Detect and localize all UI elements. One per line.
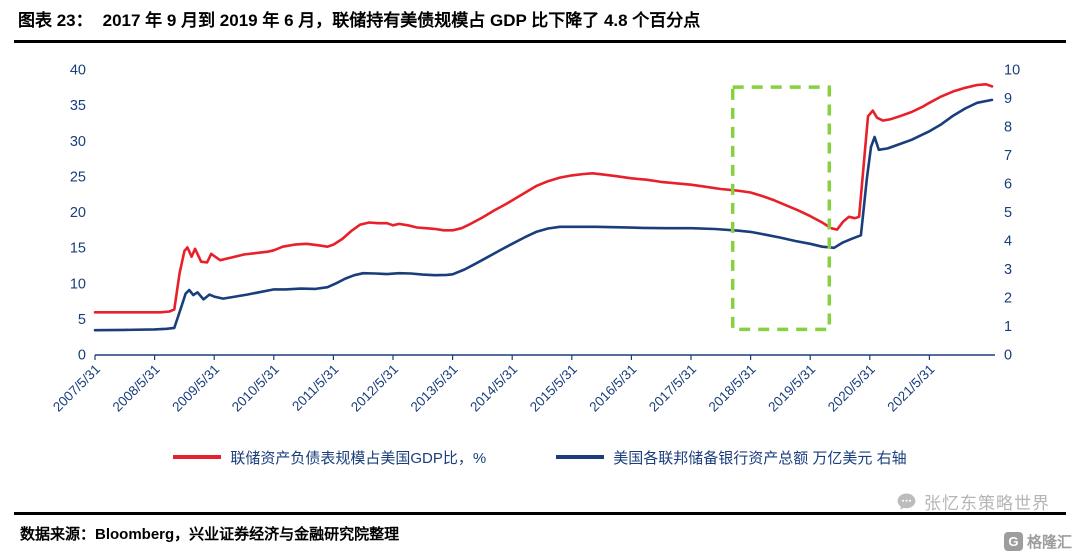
x-tick-label: 2015/5/31 (527, 362, 580, 415)
chart-legend: 联储资产负债表规模占美国GDP比，% 美国各联邦储备银行资产总额 万亿美元 右轴 (0, 443, 1080, 471)
x-tick-label: 2018/5/31 (706, 362, 759, 415)
y-right-tick-label: 9 (1004, 91, 1012, 107)
blue-line-swatch (556, 455, 605, 459)
x-tick-label: 2020/5/31 (825, 362, 878, 415)
y-right-tick-label: 4 (1004, 234, 1012, 250)
x-tick-label: 2013/5/31 (408, 362, 461, 415)
x-tick-label: 2017/5/31 (646, 362, 699, 415)
x-tick-label: 2021/5/31 (884, 362, 937, 415)
x-tick-label: 2011/5/31 (289, 362, 341, 414)
footer: 数据来源：Bloomberg，兴业证券经济与金融研究院整理 (14, 512, 1066, 556)
watermark-text: 张忆东策略世界 (924, 494, 1050, 513)
chat-bubble-icon (897, 493, 916, 510)
x-tick-label: 2007/5/31 (50, 362, 103, 415)
y-right-tick-label: 6 (1004, 177, 1012, 193)
series-line-fed-gdp-ratio (93, 82, 994, 314)
y-left-tick-label: 30 (70, 134, 86, 150)
y-right-tick-label: 7 (1004, 148, 1012, 164)
y-left-tick-label: 10 (70, 276, 86, 292)
legend-item-red: 联储资产负债表规模占美国GDP比，% (173, 447, 486, 468)
y-right-tick-label: 0 (1004, 348, 1012, 364)
y-right-tick-label: 5 (1004, 205, 1012, 221)
x-tick-label: 2019/5/31 (765, 362, 818, 415)
highlight-box (730, 85, 832, 332)
gelonghui-logo-text: 格隆汇 (1026, 534, 1072, 551)
figure-title: 图表 23： 2017 年 9 月到 2019 年 6 月，联储持有美债规模占 G… (14, 0, 1066, 43)
x-tick-label: 2010/5/31 (229, 362, 282, 415)
x-tick-label: 2008/5/31 (110, 362, 163, 415)
y-left-tick-label: 20 (70, 205, 86, 221)
x-tick-label: 2012/5/31 (348, 362, 401, 415)
y-left-tick-label: 35 (70, 98, 86, 114)
y-right-tick-label: 10 (1004, 63, 1020, 79)
gelonghui-logo: G 格隆汇 (1003, 531, 1072, 552)
data-source-text: 数据来源：Bloomberg，兴业证券经济与金融研究院整理 (20, 526, 400, 543)
red-line-swatch (173, 455, 222, 459)
y-right-tick-label: 1 (1004, 319, 1012, 335)
x-tick-label: 2009/5/31 (169, 362, 222, 415)
watermark: 张忆东策略世界 (896, 489, 1050, 514)
legend-item-blue: 美国各联邦储备银行资产总额 万亿美元 右轴 (556, 447, 907, 468)
series-line-fed-total-assets (93, 98, 994, 332)
x-tick-label: 2014/5/31 (467, 362, 520, 415)
y-left-tick-label: 15 (70, 241, 86, 257)
y-left-tick-label: 5 (78, 312, 86, 328)
chart-area: 2007/5/31 2008/5/31 2009/5/31 2010/5/31 2011… (10, 45, 1070, 445)
legend-label-blue: 美国各联邦储备银行资产总额 万亿美元 右轴 (613, 449, 907, 467)
y-left-tick-label: 25 (70, 169, 86, 185)
y-left-tick-label: 0 (78, 348, 86, 364)
legend-label-red: 联储资产负债表规模占美国GDP比，% (230, 449, 487, 467)
gelonghui-monogram-icon: G (1003, 532, 1023, 551)
y-right-tick-label: 8 (1004, 120, 1012, 136)
figure-number: 图表 23： (18, 11, 93, 30)
y-right-tick-label: 2 (1004, 291, 1012, 307)
figure-title-text: 2017 年 9 月到 2019 年 6 月，联储持有美债规模占 GDP 比下降… (102, 11, 701, 30)
y-right-tick-label: 3 (1004, 262, 1012, 278)
y-left-tick-label: 40 (70, 63, 86, 79)
x-tick-label: 2016/5/31 (586, 362, 639, 415)
dual-axis-line-chart: 2007/5/31 2008/5/31 2009/5/31 2010/5/31 2011… (50, 63, 1020, 415)
